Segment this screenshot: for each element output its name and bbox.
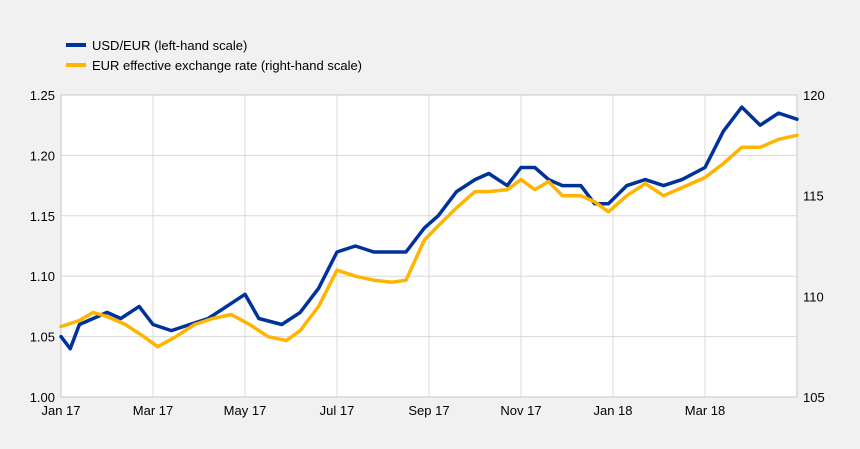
legend-label-eer: EUR effective exchange rate (right-hand … — [92, 58, 362, 73]
x-tick-label: Jul 17 — [320, 403, 355, 418]
y-left-tick-label: 1.20 — [30, 148, 55, 163]
x-tick-label: Mar 18 — [685, 403, 725, 418]
x-tick-label: May 17 — [224, 403, 267, 418]
series-line-usd-eur — [59, 105, 799, 351]
x-tick-label: Nov 17 — [500, 403, 541, 418]
x-tick-label: Sep 17 — [408, 403, 449, 418]
y-left-tick-label: 1.15 — [30, 209, 55, 224]
series-layer — [59, 105, 799, 351]
y-right-tick-label: 110 — [803, 289, 824, 304]
legend-label-usd-eur: USD/EUR (left-hand scale) — [92, 38, 247, 53]
y-left-tick-label: 1.25 — [30, 88, 55, 103]
y-right-tick-label: 115 — [803, 189, 824, 204]
series-line-eer — [59, 133, 799, 349]
x-tick-label: Mar 17 — [133, 403, 173, 418]
y-right-tick-label: 120 — [803, 88, 825, 103]
axis-layer: 1.00 1.05 1.10 1.15 1.20 1.25 105 110 115 120 Jan … — [30, 88, 825, 418]
y-left-tick-label: 1.10 — [30, 269, 55, 284]
legend: USD/EUR (left-hand scale) EUR effective … — [66, 38, 362, 73]
plot-border — [60, 94, 798, 398]
y-left-tick-label: 1.00 — [30, 390, 55, 405]
x-tick-label: Jan 18 — [593, 403, 632, 418]
x-tick-label: Jan 17 — [41, 403, 80, 418]
y-right-tick-label: 105 — [803, 390, 825, 405]
y-left-tick-label: 1.05 — [30, 330, 55, 345]
grid-layer — [60, 94, 798, 398]
